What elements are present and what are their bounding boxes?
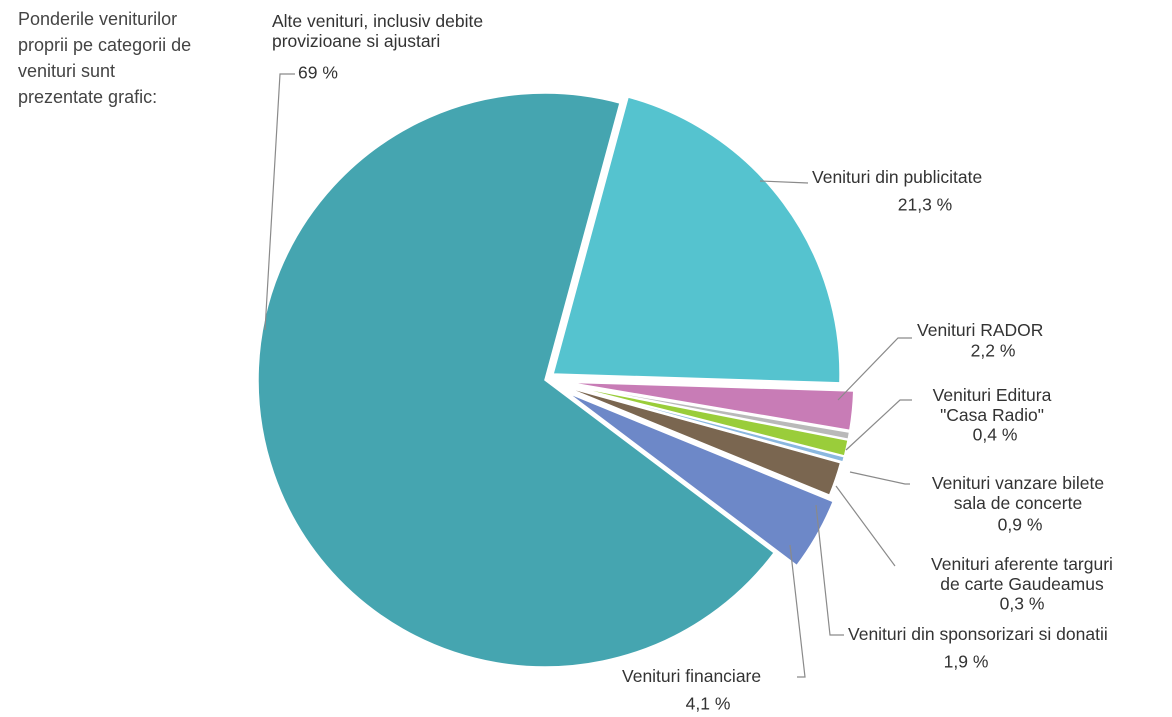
pie-slice bbox=[563, 385, 842, 497]
value-label: 4,1 % bbox=[686, 694, 731, 714]
slice-label: Venituri din publicitate bbox=[812, 167, 982, 187]
pie-slice bbox=[567, 392, 835, 567]
leader-line bbox=[264, 73, 295, 331]
slice-label: Venituri Editura "Casa Radio" bbox=[933, 385, 1052, 425]
pie-slice bbox=[257, 92, 776, 668]
pie-slice bbox=[566, 381, 855, 432]
pie-slice bbox=[552, 96, 841, 384]
slice-label: Alte venituri, inclusiv debite provizioan… bbox=[272, 11, 483, 51]
leader-line bbox=[837, 337, 912, 401]
leader-line bbox=[835, 485, 896, 567]
slice-label: Venituri din sponsorizari si donatii bbox=[848, 624, 1108, 644]
description: Ponderile veniturilor proprii pe categor… bbox=[18, 9, 192, 107]
leader-line bbox=[849, 471, 910, 485]
value-label: 2,2 % bbox=[971, 341, 1016, 361]
value-label: 21,3 % bbox=[898, 195, 952, 215]
leader-line bbox=[845, 399, 912, 451]
slice-label: Venituri financiare bbox=[622, 666, 761, 686]
value-label: 0,4 % bbox=[973, 425, 1018, 445]
value-label: 0,3 % bbox=[1000, 594, 1045, 614]
leader-line bbox=[759, 180, 809, 184]
slice-label: Venituri aferente targuri de carte Gaudea… bbox=[931, 554, 1113, 594]
pie-slice bbox=[566, 384, 846, 463]
slice-label: Venituri vanzare bilete sala de concerte bbox=[932, 473, 1104, 513]
leader-line bbox=[815, 504, 844, 636]
slice-label: Venituri RADOR bbox=[917, 320, 1043, 340]
pie-slice bbox=[566, 383, 851, 441]
value-label: 1,9 % bbox=[944, 652, 989, 672]
value-label: 0,9 % bbox=[998, 515, 1043, 535]
value-label: 69 % bbox=[298, 63, 338, 83]
leader-line bbox=[789, 544, 806, 678]
pie-slice bbox=[566, 384, 849, 457]
